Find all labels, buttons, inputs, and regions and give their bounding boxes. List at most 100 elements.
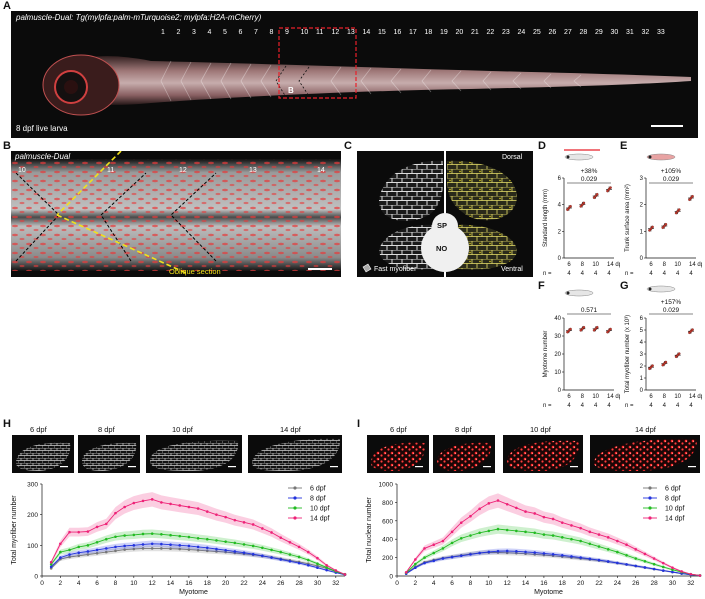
data-point [588, 530, 592, 534]
legend-label: 6 dpf [310, 486, 326, 493]
larva-icon [564, 289, 594, 297]
trunk-closeup-drawing [11, 151, 341, 274]
data-point [661, 569, 665, 572]
y-tick-label: 600 [382, 518, 393, 525]
x-tick-label: 10 [674, 262, 681, 268]
data-point [150, 547, 154, 550]
n-value: 4 [581, 403, 585, 409]
larva-icon-eye [566, 155, 570, 159]
data-point [325, 563, 328, 567]
data-point [597, 533, 601, 536]
data-point [132, 533, 136, 537]
fast-myofiber-legend-icon [362, 263, 372, 273]
data-point [334, 569, 338, 572]
data-point [141, 499, 145, 503]
data-point [59, 550, 62, 554]
myotome-number-18: 18 [424, 29, 433, 36]
panel-h-thumb-label-2: 10 dpf [172, 425, 193, 434]
data-point [616, 550, 619, 554]
x-tick-label: 10 [592, 394, 599, 400]
data-point [123, 505, 126, 509]
myotome-number-2: 2 [176, 29, 181, 36]
data-point [141, 532, 145, 536]
data-point [49, 563, 53, 566]
data-point [661, 565, 665, 569]
data-point [606, 560, 610, 563]
myotome-number-21: 21 [471, 29, 479, 36]
myotome-number-13: 13 [347, 29, 355, 36]
data-point [160, 532, 163, 536]
data-point [77, 554, 81, 558]
panel-i-thumb-label-2: 10 dpf [530, 425, 551, 434]
panel-f-chart: 0.571 0 10 20 30 40 Myotome number 6 8 10 14 dpf n … [543, 289, 620, 409]
x-tick-label: 10 [130, 580, 138, 587]
data-point [59, 556, 62, 559]
panel-i-thumb-label-3: 14 dpf [635, 425, 656, 434]
y-tick-label: 2 [558, 229, 562, 235]
data-point [671, 570, 674, 574]
data-point [634, 557, 638, 560]
data-point [242, 551, 246, 554]
data-point [104, 537, 108, 541]
data-point [141, 547, 145, 550]
stat-percent: +157% [661, 299, 682, 306]
data-point [533, 551, 537, 554]
data-point [487, 529, 491, 533]
data-point [551, 534, 555, 537]
myotome-chevrons [160, 60, 582, 102]
panel-i-thumbnails [367, 435, 700, 473]
data-point [609, 186, 612, 190]
data-point [224, 515, 227, 519]
stat-percent: +38% [581, 168, 598, 175]
data-point [524, 552, 527, 556]
data-point [505, 502, 509, 506]
data-point [643, 559, 647, 563]
data-point [288, 540, 292, 544]
myotome-number-3: 3 [192, 29, 196, 36]
data-point [524, 530, 527, 534]
dorsal-right-muscle [447, 160, 517, 221]
data-point [205, 549, 209, 553]
data-point [689, 572, 693, 576]
x-tick-label: 32 [332, 580, 340, 587]
myotome-number-23: 23 [502, 29, 510, 36]
panel-label-e: E [620, 140, 628, 152]
data-point [95, 548, 99, 552]
x-tick-label: 2 [59, 580, 63, 587]
data-point [625, 543, 628, 547]
data-point [566, 208, 569, 212]
data-point [178, 547, 182, 551]
data-point [607, 187, 611, 191]
data-point [187, 548, 191, 551]
larva-body [51, 56, 691, 105]
data-point [215, 547, 218, 551]
data-point [132, 547, 136, 551]
data-point [661, 226, 665, 230]
larva-icon [564, 153, 594, 161]
x-tick-label: 8 [581, 262, 585, 268]
data-point [414, 558, 417, 561]
y-tick-label: 2 [640, 203, 644, 209]
data-point [649, 227, 653, 231]
y-tick-label: 100 [27, 543, 38, 550]
data-point [677, 208, 681, 212]
segment-number-14: 14 [317, 167, 325, 174]
y-tick-label: 300 [27, 482, 38, 489]
data-point [579, 539, 582, 543]
myotome-number-7: 7 [254, 29, 258, 36]
y-axis-label: Trunk surface area (mm²) [625, 184, 631, 252]
data-point [616, 539, 619, 543]
data-point [270, 548, 273, 552]
data-point [316, 556, 319, 560]
data-point [86, 530, 90, 533]
data-point [688, 198, 691, 202]
legend-swatch-dot [648, 486, 652, 490]
data-point [515, 506, 518, 510]
x-tick-label: 14 [167, 580, 175, 587]
data-point [594, 194, 598, 198]
myotome-number-27: 27 [564, 29, 572, 36]
x-tick-label: 18 [204, 580, 212, 587]
x-tick-label: 8 [663, 262, 667, 268]
y-tick-label: 40 [554, 316, 561, 322]
data-point [316, 564, 319, 568]
